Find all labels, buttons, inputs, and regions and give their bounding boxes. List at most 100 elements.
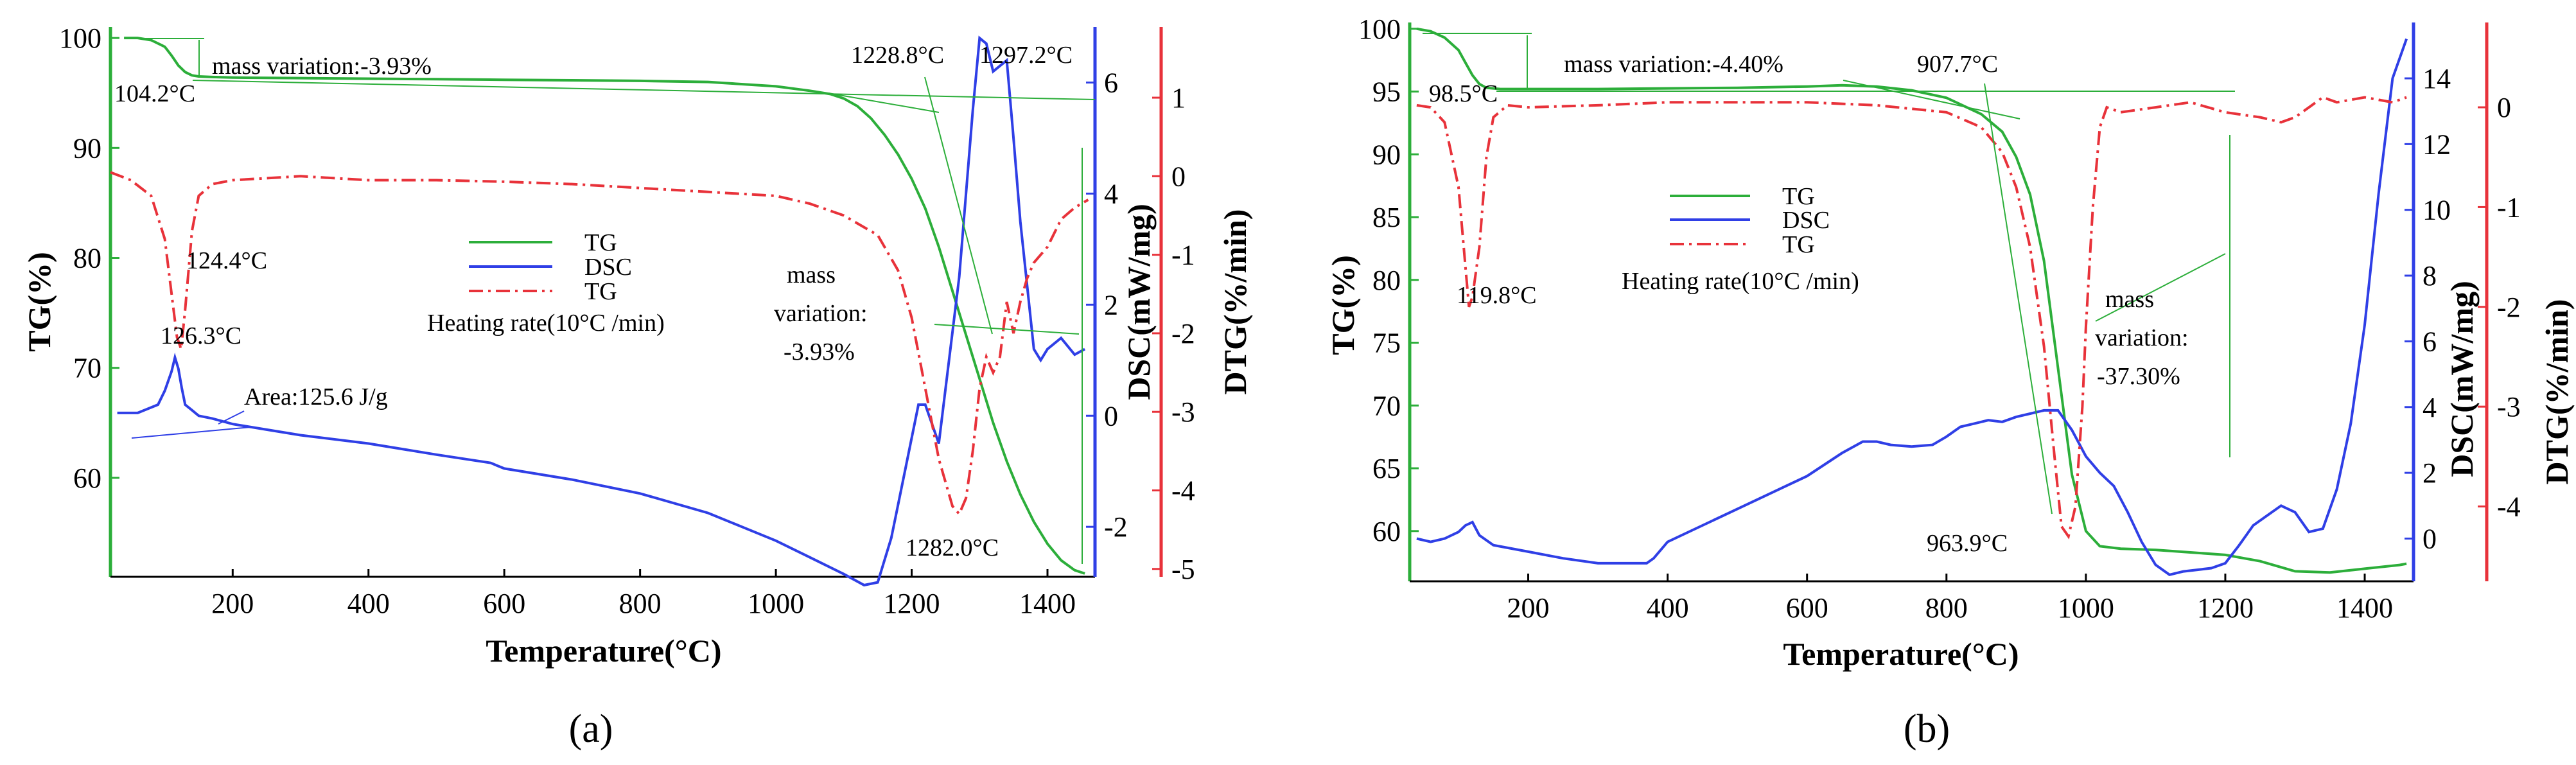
dsc-curve xyxy=(117,35,1086,587)
x-tick-label: 800 xyxy=(619,588,662,619)
tg-tick-label: 100 xyxy=(1358,13,1401,45)
dtg-tick-label: -5 xyxy=(1171,554,1195,585)
tg-curve xyxy=(124,37,1085,575)
dtg-tick-label: 0 xyxy=(1171,161,1186,192)
legend-heating-rate: Heating rate(10°C /min) xyxy=(427,310,665,337)
annot-mass-value-b2: -37.30% xyxy=(2097,363,2180,390)
dtg-tick-label: -2 xyxy=(2497,292,2521,323)
dtg-ticks: -4 -3 -2 -1 0 xyxy=(2478,92,2521,522)
tg-tick-label: 75 xyxy=(1372,328,1401,359)
legend-tg-label: TG xyxy=(1782,183,1815,210)
annot-mass-variation-b1: mass variation:-4.40% xyxy=(1564,51,1783,78)
annot-104-2: 104.2°C xyxy=(114,80,195,107)
dtg-curve xyxy=(1416,96,2407,540)
annotation-lines xyxy=(131,38,1096,564)
x-tick-label: 600 xyxy=(1786,592,1828,624)
mass-var-pointer-b xyxy=(2095,253,2226,322)
dtg-tick-label: -1 xyxy=(2497,191,2521,223)
series-layer xyxy=(110,35,1089,587)
annot-area: Area:125.6 J/g xyxy=(244,383,388,410)
x-tick-label: 200 xyxy=(211,588,254,619)
dtg-tick-label: -1 xyxy=(1171,240,1195,271)
onset-tangent-a xyxy=(1843,80,2020,119)
tg-tick-label: 95 xyxy=(1372,76,1401,108)
annot-119-8: 119.8°C xyxy=(1457,282,1537,309)
legend-dsc-label: DSC xyxy=(1782,207,1830,234)
dsc-tick-label: 12 xyxy=(2423,128,2451,160)
annot-126-3: 126.3°C xyxy=(161,322,241,349)
annot-mass-value-a2: -3.93% xyxy=(784,339,855,365)
dsc-ticks: 0 2 4 6 8 10 12 14 xyxy=(2405,63,2451,554)
tg-tick-label: 90 xyxy=(73,132,101,164)
tg-tick-label: 60 xyxy=(73,462,101,494)
tg-tick-label: 80 xyxy=(73,243,101,274)
mass-var-bottom-line xyxy=(192,80,1096,100)
tg-curve xyxy=(1416,27,2407,574)
panel-label-a: (a) xyxy=(569,707,613,751)
dsc-peak-baseline xyxy=(131,426,251,439)
legend-dtg-label: TG xyxy=(584,278,617,305)
annot-98-5: 98.5°C xyxy=(1429,80,1498,107)
tg-tick-label: 70 xyxy=(1372,390,1401,421)
tg-tick-label: 90 xyxy=(1372,139,1401,170)
legend-b: TG DSC TG Heating rate(10°C /min) xyxy=(1622,183,1859,295)
legend-heating-rate: Heating rate(10°C /min) xyxy=(1622,268,1859,295)
dsc-axis-title: DSC(mW/mg) xyxy=(2444,281,2480,477)
dsc-tick-label: 14 xyxy=(2423,63,2451,94)
x-tick-label: 1200 xyxy=(884,588,940,619)
legend-a: TG DSC TG Heating rate(10°C /min) xyxy=(427,229,665,337)
dsc-peak-pointer xyxy=(218,410,245,425)
dsc-tick-label: 2 xyxy=(1104,289,1118,321)
annotation-lines xyxy=(1423,33,2235,514)
x-tick-label: 1000 xyxy=(748,588,804,619)
x-tick-label: 400 xyxy=(347,588,390,619)
annot-1228-8: 1228.8°C xyxy=(851,42,944,69)
x-axis-title: Temperature(°C) xyxy=(486,633,721,669)
x-tick-label: 1400 xyxy=(2336,592,2393,624)
dtg-axis-title: DTG(%/min) xyxy=(1217,209,1253,395)
tg-ticks: 60 70 80 90 100 xyxy=(59,22,119,494)
dsc-tick-label: 0 xyxy=(2423,523,2437,554)
tg-tick-label: 60 xyxy=(1372,516,1401,547)
dsc-tick-label: 0 xyxy=(1104,400,1118,432)
x-tick-label: 400 xyxy=(1647,592,1689,624)
x-tick-label: 600 xyxy=(483,588,525,619)
dtg-curve xyxy=(110,171,1089,516)
x-ticks: 200 400 600 800 1000 1200 1400 xyxy=(211,569,1076,619)
dtg-tick-label: 1 xyxy=(1171,82,1186,114)
onset-tangent-b xyxy=(1984,83,2053,514)
annot-963-9: 963.9°C xyxy=(1927,530,2008,557)
annot-mass-variation-a1: mass variation:-3.93% xyxy=(212,53,432,80)
series-layer xyxy=(1416,27,2408,576)
tg-axis-title: TG(%) xyxy=(21,252,57,352)
panel-label-b: (b) xyxy=(1904,707,1950,751)
dsc-tick-label: 6 xyxy=(1104,67,1118,98)
annot-variation-a2: variation: xyxy=(774,300,868,327)
dsc-tick-label: 4 xyxy=(2423,392,2437,423)
annot-1297-2: 1297.2°C xyxy=(979,42,1073,69)
dtg-tick-label: -2 xyxy=(1171,318,1195,349)
dtg-axis-title: DTG(%/min) xyxy=(2539,299,2575,485)
panel-b: 200 400 600 800 1000 1200 1400 606570758085909… xyxy=(1325,13,2575,751)
onset-tangent-a xyxy=(828,92,940,113)
annot-1282-0: 1282.0°C xyxy=(906,534,999,561)
dtg-tick-label: 0 xyxy=(2497,92,2511,123)
dsc-tick-label: 4 xyxy=(1104,178,1118,209)
mass-var-pointer-a xyxy=(934,324,1080,335)
dtg-tick-label: -3 xyxy=(2497,391,2521,423)
annot-variation-b2: variation: xyxy=(2095,324,2189,351)
x-tick-label: 1000 xyxy=(2058,592,2114,624)
tg-tick-label: 70 xyxy=(73,353,101,384)
tg-tick-label: 80 xyxy=(1372,265,1401,296)
dtg-tick-label: -4 xyxy=(2497,491,2521,522)
legend-dtg-label: TG xyxy=(1782,231,1815,258)
dtg-tick-label: -4 xyxy=(1171,475,1195,506)
annot-124-4: 124.4°C xyxy=(186,247,267,274)
dsc-ticks: -2 0 2 4 6 xyxy=(1086,67,1128,543)
x-axis-title: Temperature(°C) xyxy=(1783,636,2019,672)
x-tick-label: 200 xyxy=(1507,592,1550,624)
dsc-tick-label: 2 xyxy=(2423,457,2437,489)
legend-tg-label: TG xyxy=(584,229,617,256)
dtg-tick-label: -3 xyxy=(1171,396,1195,428)
